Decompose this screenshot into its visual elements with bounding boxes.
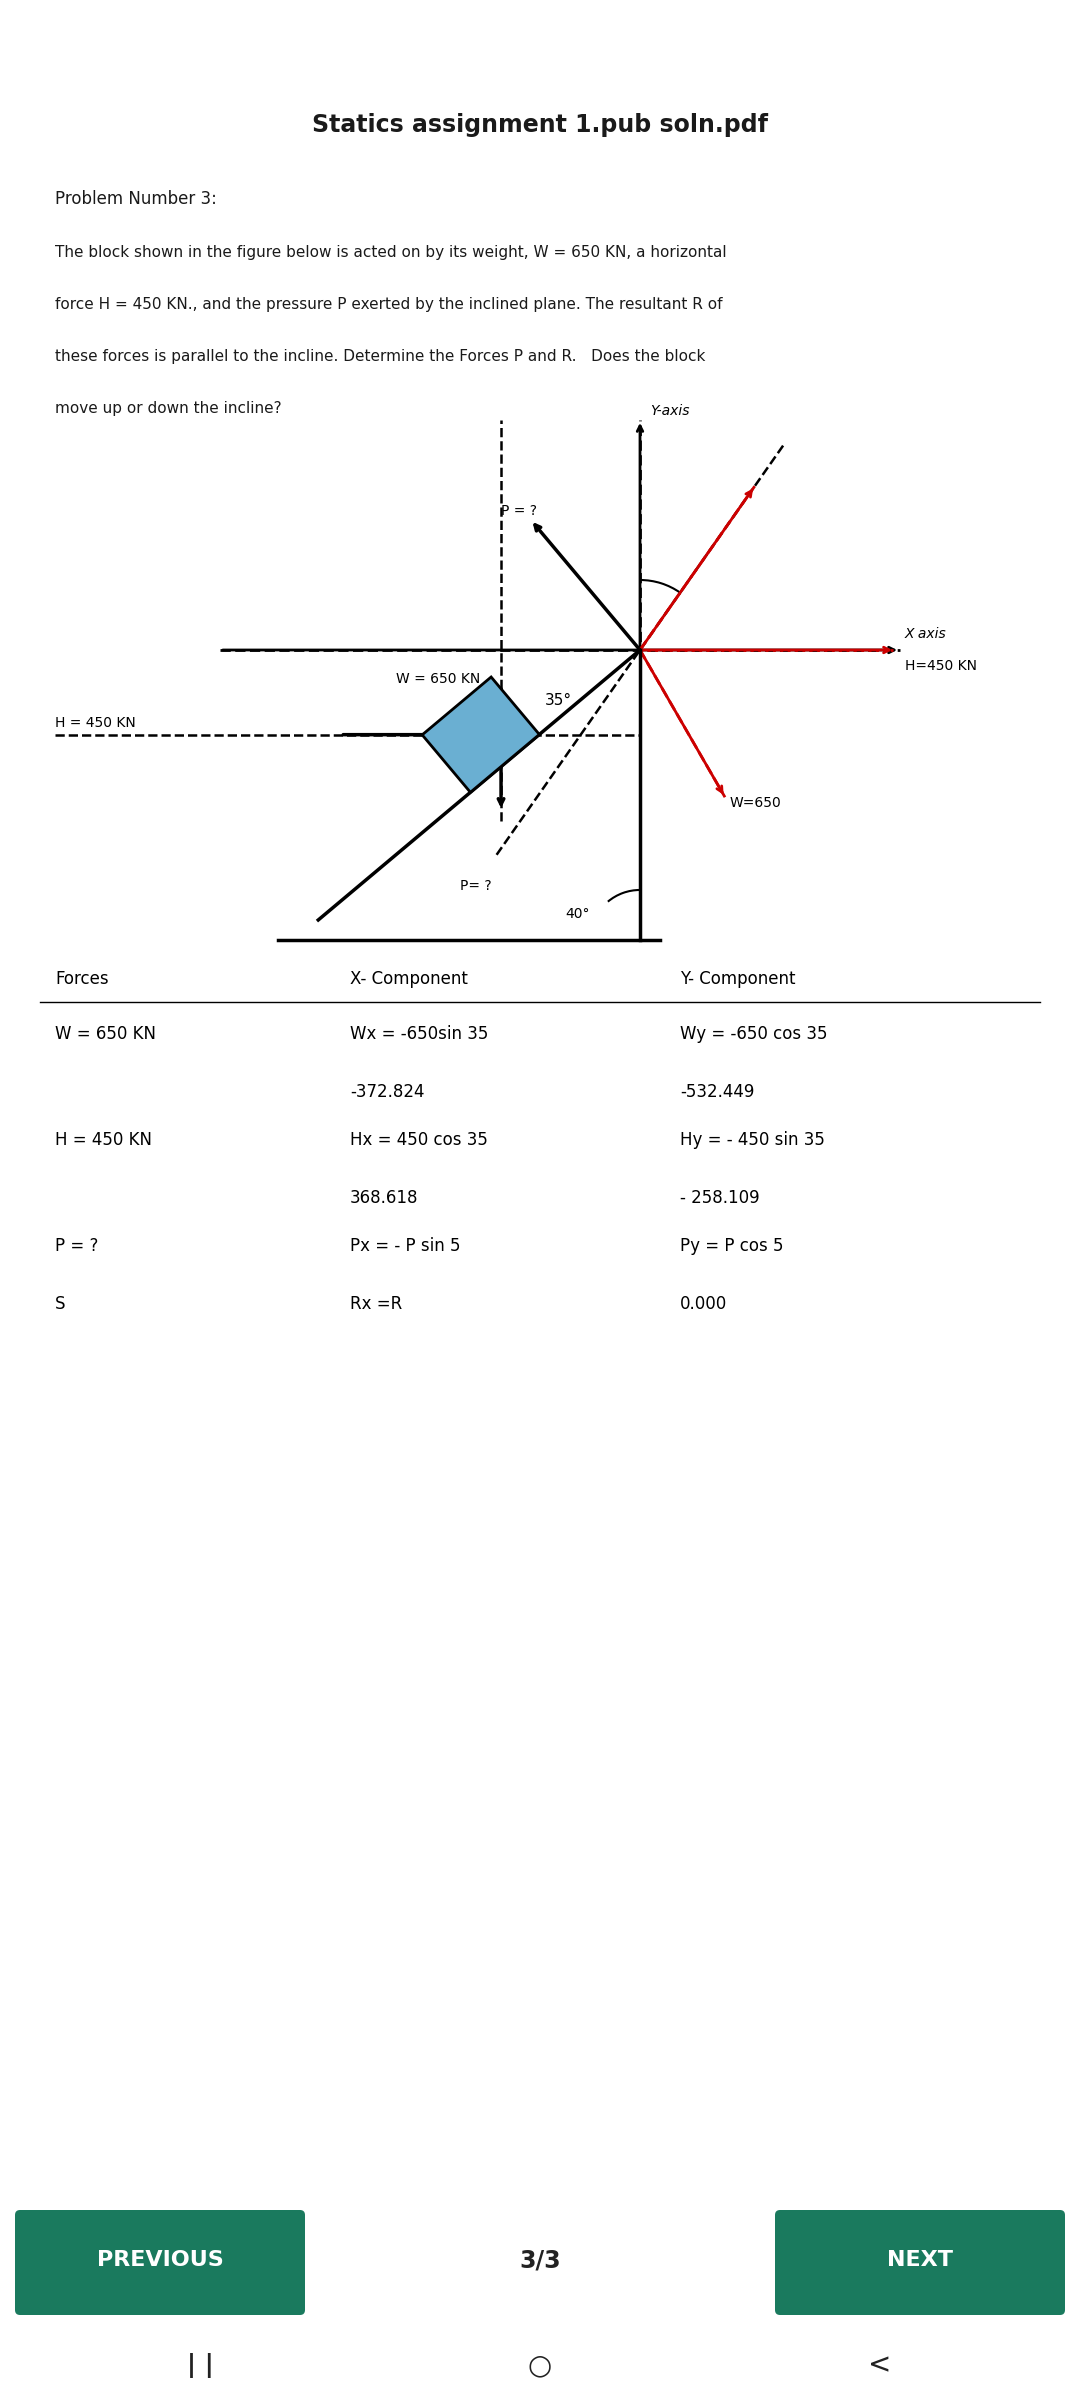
Text: | |: | |	[187, 2352, 214, 2378]
FancyBboxPatch shape	[775, 2210, 1065, 2316]
Text: -532.449: -532.449	[680, 1082, 754, 1102]
Text: ○: ○	[528, 2352, 552, 2378]
Text: P= ?: P= ?	[460, 878, 491, 893]
Polygon shape	[422, 677, 539, 792]
Text: S: S	[55, 1296, 66, 1313]
Text: W=650: W=650	[730, 797, 782, 811]
Text: 2:04: 2:04	[40, 36, 95, 55]
Text: - 258.109: - 258.109	[680, 1188, 759, 1207]
Text: X axis: X axis	[905, 626, 947, 641]
Text: H=450 KN: H=450 KN	[905, 660, 977, 672]
Text: Statics assignment 1.pub soln.pdf: Statics assignment 1.pub soln.pdf	[312, 113, 768, 137]
Text: force H = 450 KN., and the pressure P exerted by the inclined plane. The resulta: force H = 450 KN., and the pressure P ex…	[55, 298, 723, 312]
Text: PREVIOUS: PREVIOUS	[96, 2251, 224, 2270]
Text: Hy = - 450 sin 35: Hy = - 450 sin 35	[680, 1130, 825, 1150]
Text: 368.618: 368.618	[350, 1188, 419, 1207]
Text: Px = - P sin 5: Px = - P sin 5	[350, 1236, 460, 1255]
Text: move up or down the incline?: move up or down the incline?	[55, 401, 282, 415]
Text: 59%: 59%	[987, 36, 1040, 55]
Text: Wy = -650 cos 35: Wy = -650 cos 35	[680, 1025, 827, 1044]
Text: 35°: 35°	[545, 694, 572, 708]
Text: W = 650 KN: W = 650 KN	[55, 1025, 156, 1044]
Text: -372.824: -372.824	[350, 1082, 424, 1102]
Text: 0.000: 0.000	[680, 1296, 727, 1313]
Text: Py = P cos 5: Py = P cos 5	[680, 1236, 783, 1255]
Text: NEXT: NEXT	[887, 2251, 953, 2270]
Text: H = 450 KN: H = 450 KN	[55, 1130, 152, 1150]
Text: Rx =R: Rx =R	[350, 1296, 402, 1313]
Text: 40°: 40°	[565, 907, 590, 922]
Text: W = 650 KN: W = 650 KN	[396, 672, 481, 686]
Text: Problem Number 3:: Problem Number 3:	[55, 190, 217, 209]
Text: P = ?: P = ?	[501, 504, 537, 518]
Text: <: <	[868, 2352, 892, 2378]
FancyBboxPatch shape	[15, 2210, 305, 2316]
Text: these forces is parallel to the incline. Determine the Forces P and R.   Does th: these forces is parallel to the incline.…	[55, 348, 705, 365]
Text: The block shown in the figure below is acted on by its weight, W = 650 KN, a hor: The block shown in the figure below is a…	[55, 245, 727, 259]
Text: Wx = -650sin 35: Wx = -650sin 35	[350, 1025, 488, 1044]
Text: H = 450 KN: H = 450 KN	[55, 715, 136, 730]
Text: P = ?: P = ?	[55, 1236, 98, 1255]
Text: Hx = 450 cos 35: Hx = 450 cos 35	[350, 1130, 488, 1150]
Text: Forces: Forces	[55, 970, 109, 989]
Text: Y- Component: Y- Component	[680, 970, 796, 989]
Text: 3/3: 3/3	[519, 2249, 561, 2273]
Text: Y-axis: Y-axis	[650, 403, 689, 418]
Text: X- Component: X- Component	[350, 970, 468, 989]
